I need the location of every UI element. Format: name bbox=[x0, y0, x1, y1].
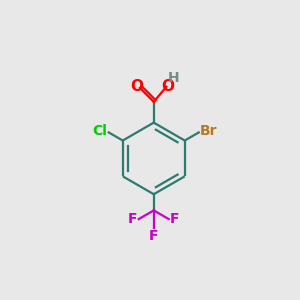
Text: H: H bbox=[167, 70, 179, 85]
Text: O: O bbox=[130, 79, 144, 94]
Text: F: F bbox=[170, 212, 179, 226]
Text: Cl: Cl bbox=[93, 124, 108, 138]
Text: O: O bbox=[161, 79, 174, 94]
Text: F: F bbox=[128, 212, 138, 226]
Text: F: F bbox=[149, 229, 158, 243]
Text: Br: Br bbox=[200, 124, 218, 138]
